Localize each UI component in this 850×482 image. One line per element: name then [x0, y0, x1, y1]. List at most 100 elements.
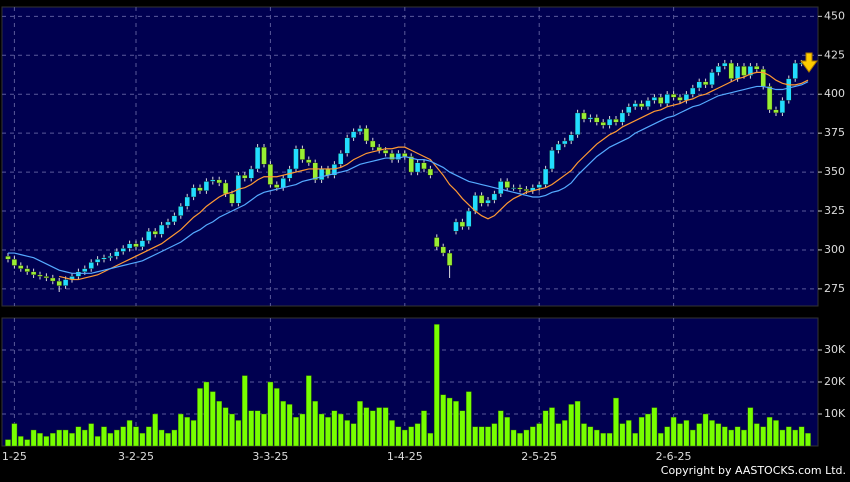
- volume-bar: [594, 429, 600, 447]
- volume-bar: [638, 417, 645, 447]
- volume-bar: [530, 426, 536, 447]
- y-tick-label: 400: [824, 87, 845, 100]
- volume-bar: [466, 391, 472, 447]
- candle-body: [267, 164, 274, 185]
- volume-bar: [421, 410, 427, 447]
- volume-bar: [216, 401, 223, 447]
- volume-bar: [702, 413, 709, 447]
- volume-bar: [395, 426, 402, 447]
- volume-bar: [485, 426, 491, 447]
- volume-bar: [754, 423, 760, 447]
- candle-body: [485, 199, 491, 204]
- volume-bar: [75, 426, 82, 447]
- candle-body: [120, 248, 126, 252]
- volume-bar: [677, 423, 683, 447]
- volume-bar: [152, 413, 159, 447]
- candle-body: [382, 150, 389, 154]
- moving-average-line: [59, 71, 809, 281]
- volume-bar: [472, 426, 479, 447]
- candle-body: [344, 137, 350, 154]
- volume-bar: [376, 407, 383, 447]
- marks: [5, 56, 811, 447]
- volume-bar: [293, 417, 299, 447]
- volume-bar: [357, 401, 363, 447]
- volume-bar: [11, 423, 18, 447]
- candle-body: [709, 72, 715, 86]
- volume-bar: [50, 433, 56, 447]
- volume-bar: [792, 429, 798, 447]
- candle-body: [178, 206, 184, 216]
- candle-body: [459, 221, 466, 227]
- candle-body: [306, 159, 312, 163]
- volume-bar: [613, 397, 619, 447]
- moving-average-line: [8, 81, 809, 274]
- volume-bar: [171, 429, 178, 447]
- volume-bar: [274, 388, 280, 447]
- volume-bar: [773, 420, 779, 447]
- candle-body: [197, 187, 203, 191]
- candle-body: [210, 179, 216, 182]
- candle-body: [331, 164, 338, 176]
- volume-bar: [107, 433, 114, 447]
- volume-bar: [37, 433, 43, 447]
- x-tick-label: 2-6-25: [656, 450, 692, 463]
- candle-body: [107, 255, 114, 258]
- candle-body: [338, 153, 344, 165]
- volume-bar: [619, 423, 626, 447]
- volume-bar: [363, 407, 370, 447]
- volume-bar: [325, 417, 331, 447]
- candle-body: [254, 146, 261, 170]
- candle-body: [690, 87, 696, 95]
- volume-bar: [235, 420, 242, 447]
- candle-body: [43, 276, 50, 279]
- candle-body: [786, 78, 792, 101]
- volume-bar: [261, 413, 267, 447]
- candle-body: [555, 143, 562, 151]
- volume-bar: [254, 410, 261, 447]
- volume-bar: [318, 413, 325, 447]
- volume-bar: [389, 420, 395, 447]
- candle-body: [440, 246, 446, 254]
- volume-bar: [145, 426, 152, 447]
- candle-body: [30, 271, 37, 276]
- volume-bar: [113, 429, 120, 447]
- volume-bar: [427, 433, 434, 447]
- volume-bar: [536, 423, 542, 447]
- candle-body: [779, 100, 786, 114]
- candle-body: [50, 277, 56, 282]
- y-tick-label: 30K: [824, 343, 846, 356]
- candle-body: [37, 274, 43, 277]
- candle-body: [203, 181, 210, 191]
- candle-body: [728, 62, 734, 79]
- y-tick-label: 375: [824, 126, 845, 139]
- candle-body: [632, 103, 638, 107]
- candle-body: [434, 237, 440, 248]
- candle-body: [94, 259, 101, 263]
- candle-body: [370, 140, 376, 148]
- candle-body: [619, 112, 626, 123]
- volume-bar: [645, 413, 651, 447]
- candle-body: [792, 62, 798, 79]
- volume-bar: [184, 417, 191, 447]
- volume-bar: [267, 381, 274, 447]
- volume-bar: [158, 429, 165, 447]
- candle-body: [536, 184, 542, 188]
- volume-bar: [741, 429, 747, 447]
- volume-bar: [139, 433, 146, 447]
- volume-bar: [517, 433, 523, 447]
- volume-bar: [69, 433, 75, 447]
- x-tick-label: 1-25: [2, 450, 27, 463]
- candle-body: [747, 65, 754, 76]
- volume-bar: [331, 410, 338, 447]
- volume-bar: [459, 410, 466, 447]
- y-tick-label: 300: [824, 243, 845, 256]
- candle-body: [658, 97, 664, 104]
- candle-body: [222, 182, 229, 195]
- candle-body: [184, 196, 190, 207]
- volume-bar: [350, 423, 357, 447]
- candle-body: [581, 112, 587, 120]
- candle-body: [190, 187, 197, 198]
- volume-bar: [715, 423, 722, 447]
- volume-bar: [370, 410, 376, 447]
